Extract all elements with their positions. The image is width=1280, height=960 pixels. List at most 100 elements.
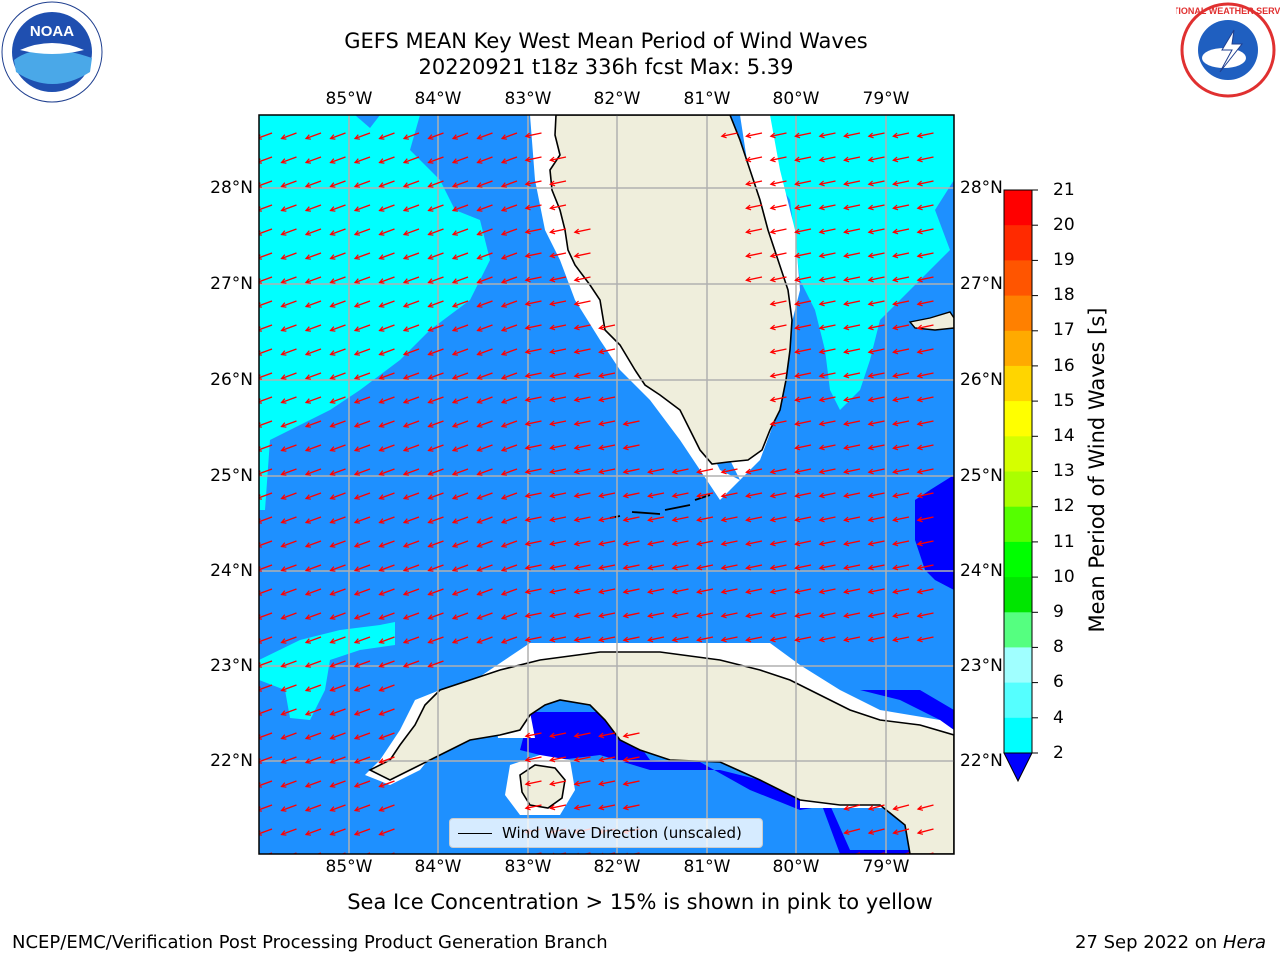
- wind-wave-arrowhead: [818, 420, 825, 427]
- wind-wave-arrowhead: [329, 206, 336, 212]
- wind-wave-arrowhead: [794, 252, 801, 259]
- wind-wave-arrowhead: [598, 636, 605, 643]
- wind-wave-arrow: [697, 516, 714, 521]
- wind-wave-arrowhead: [794, 348, 801, 355]
- wind-wave-arrowhead: [427, 518, 434, 524]
- wind-wave-arrow: [672, 516, 689, 521]
- wind-wave-arrow: [403, 228, 420, 236]
- wind-wave-arrowhead: [769, 324, 776, 331]
- wind-wave-arrow: [844, 204, 861, 209]
- wind-wave-arrow: [893, 372, 910, 377]
- wind-wave-arrow: [746, 516, 763, 521]
- wind-wave-arrowhead: [427, 302, 434, 308]
- wind-wave-arrow: [868, 420, 885, 425]
- wind-wave-arrowhead: [794, 204, 801, 211]
- wind-wave-arrowhead: [500, 638, 507, 644]
- wind-wave-arrow: [501, 612, 518, 620]
- wind-wave-arrow: [819, 444, 836, 449]
- wind-wave-arrowhead: [280, 758, 287, 764]
- wind-wave-arrow: [893, 348, 910, 353]
- wind-wave-arrow: [501, 180, 518, 188]
- wind-wave-arrowhead: [794, 588, 801, 595]
- wind-wave-arrow: [868, 372, 885, 377]
- wind-wave-arrow: [550, 156, 567, 161]
- wind-wave-arrow: [354, 324, 371, 332]
- wind-wave-arrowhead: [867, 805, 875, 811]
- wind-wave-arrowhead: [329, 518, 336, 524]
- wind-wave-arrowhead: [476, 326, 483, 332]
- colorbar-tick: 19: [1053, 250, 1075, 270]
- wind-wave-arrow: [330, 540, 346, 548]
- wind-wave-arrow: [403, 612, 420, 620]
- wind-wave-arrowhead: [892, 348, 899, 355]
- wind-wave-arrowhead: [476, 494, 483, 500]
- wind-wave-arrow: [819, 132, 836, 137]
- wind-wave-arrowhead: [696, 516, 703, 523]
- wind-wave-arrow: [379, 204, 395, 212]
- wind-wave-arrow: [819, 276, 836, 281]
- wind-wave-arrow: [868, 348, 885, 353]
- wind-wave-arrowhead: [892, 132, 899, 139]
- lat-label-right: 22°N: [960, 751, 1003, 771]
- nws-logo-text: NATIONAL WEATHER SERVICE: [1176, 6, 1280, 16]
- wind-wave-arrowhead: [769, 420, 776, 427]
- wind-wave-arrowhead: [329, 350, 336, 356]
- wind-wave-arrow: [379, 540, 395, 548]
- lon-label-top: 83°W: [504, 89, 552, 109]
- wind-wave-arrow: [281, 540, 297, 548]
- wind-wave-arrow: [917, 540, 934, 545]
- wind-wave-arrow: [354, 804, 371, 812]
- wind-wave-arrowhead: [329, 158, 336, 164]
- wind-wave-arrowhead: [916, 564, 923, 571]
- wind-wave-arrowhead: [524, 372, 531, 379]
- legend-line-icon: [458, 832, 492, 834]
- wind-wave-arrow: [819, 420, 836, 425]
- wind-wave-arrow: [893, 276, 910, 281]
- wind-wave-arrowhead: [867, 564, 874, 571]
- wind-wave-arrowhead: [451, 638, 458, 644]
- wind-wave-arrow: [354, 516, 371, 524]
- wind-wave-arrowhead: [916, 468, 923, 475]
- wind-wave-arrow: [574, 228, 591, 233]
- wind-wave-arrow: [550, 396, 567, 401]
- wind-wave-arrowhead: [378, 350, 385, 356]
- wind-wave-arrow: [330, 564, 346, 572]
- wind-wave-arrow: [330, 348, 346, 356]
- wind-wave-arrow: [354, 348, 371, 356]
- wind-wave-arrowhead: [647, 540, 654, 547]
- wind-wave-arrowhead: [378, 782, 385, 788]
- wind-wave-arrowhead: [500, 350, 507, 356]
- wind-wave-arrow: [281, 276, 297, 284]
- wind-wave-arrow: [354, 828, 371, 836]
- wind-wave-arrowhead: [769, 516, 776, 523]
- colorbar-tick: 2: [1053, 743, 1064, 763]
- wind-wave-arrowhead: [451, 158, 458, 164]
- wind-wave-arrow: [917, 588, 934, 593]
- wind-wave-arrow: [721, 132, 738, 137]
- wind-wave-arrow: [428, 636, 444, 644]
- wind-wave-arrowhead: [280, 782, 287, 788]
- wind-wave-arrow: [501, 396, 518, 404]
- legend-label: Wind Wave Direction (unscaled): [502, 824, 742, 842]
- wind-wave-arrowhead: [745, 636, 752, 643]
- wind-wave-arrow: [550, 492, 567, 497]
- wind-wave-arrowhead: [427, 326, 434, 332]
- colorbar-under-triangle: [1003, 752, 1033, 783]
- wind-wave-arrow: [428, 156, 444, 164]
- wind-wave-arrowhead: [500, 374, 507, 380]
- wind-wave-arrowhead: [696, 492, 703, 499]
- wind-wave-arrowhead: [451, 374, 458, 380]
- wind-wave-arrow: [868, 828, 885, 834]
- wind-wave-arrowhead: [476, 158, 483, 164]
- colorbar-segment: [1004, 682, 1032, 719]
- wind-wave-arrow: [550, 588, 567, 593]
- wind-wave-arrow: [599, 612, 616, 617]
- wind-wave-arrow: [917, 636, 934, 641]
- wind-wave-arrow: [525, 516, 542, 521]
- wind-wave-arrowhead: [402, 494, 409, 500]
- wind-wave-arrow: [354, 612, 371, 620]
- wind-wave-arrowhead: [304, 662, 311, 668]
- wind-wave-arrowhead: [280, 230, 287, 236]
- wind-wave-arrowhead: [573, 516, 580, 523]
- wind-wave-arrow: [770, 348, 787, 353]
